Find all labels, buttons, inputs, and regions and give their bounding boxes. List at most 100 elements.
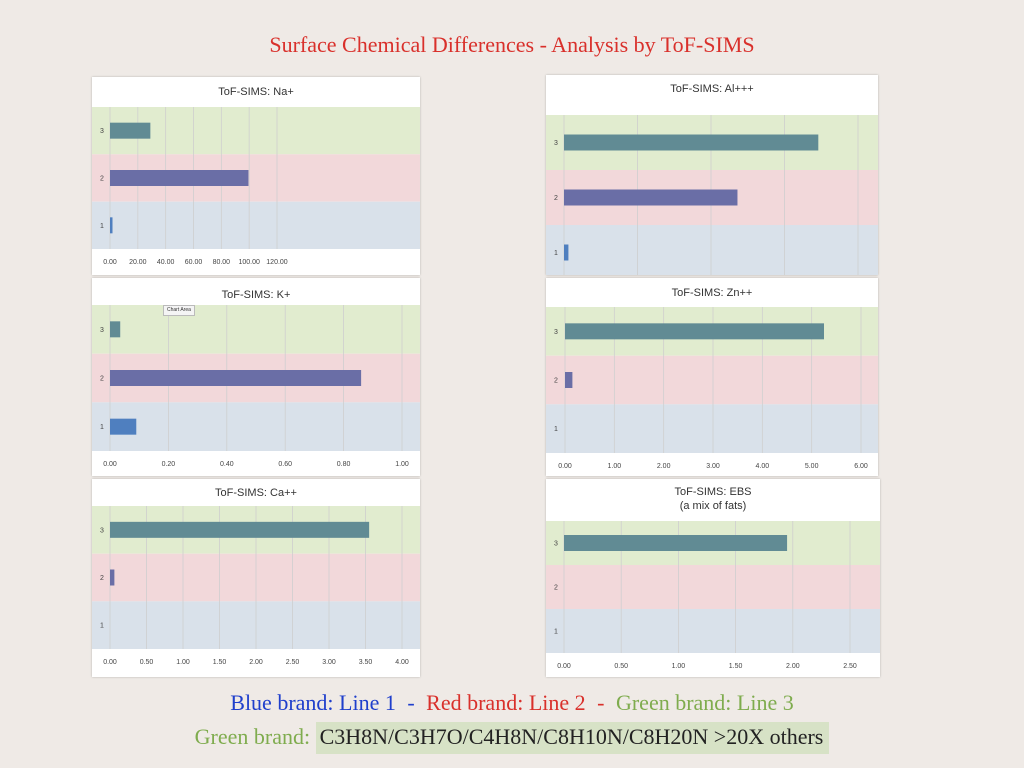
chart-na: 0.00 20.00 40.00 60.00 80.00 100.00 120.00 3 2 1: [92, 107, 420, 266]
x-tick-label: 2.00: [786, 663, 800, 670]
category-label: 3: [554, 140, 558, 147]
chart-panel-ca: ToF-SIMS: Ca++ 0.00 0.50 1.00 1.50 2.00 2.50 3…: [92, 479, 420, 677]
chart-title-na: ToF-SIMS: Na+: [218, 86, 294, 98]
green-brand-label: Green brand: Line 3: [615, 690, 794, 715]
category-label: 3: [554, 541, 558, 548]
bar-line-3: [110, 122, 151, 139]
x-tick-label: 6.00: [854, 463, 868, 470]
chart-ca: 0.00 0.50 1.00 1.50 2.00 2.50 3.00 3.50 4.00 3 2 1: [92, 506, 420, 666]
chart-panel-zn: ToF-SIMS: Zn++ 0.00 1.00 2.00 3.00 4.00 5.00 6…: [546, 278, 878, 476]
x-tick-label: 3.00: [322, 659, 336, 666]
x-tick-label: 120.00: [266, 259, 288, 266]
bar-line-1: [110, 217, 113, 234]
chart-title-ebs: ToF-SIMS: EBS (a mix of fats): [674, 486, 752, 512]
chart-k: 0.00 0.20 0.40 0.60 0.80 1.00 3 2 1: [92, 305, 420, 468]
category-label: 2: [100, 376, 104, 383]
chart-panel-ebs: ToF-SIMS: EBS (a mix of fats) 0.00 0.50 1.…: [546, 479, 880, 677]
band-line-1: [92, 201, 420, 249]
x-tick-label: 1.00: [672, 663, 686, 670]
bar-line-3: [110, 521, 370, 538]
x-tick-label: 5.00: [805, 463, 819, 470]
bar-line-2: [110, 370, 362, 386]
bar-line-3: [565, 323, 824, 340]
bar-line-1: [564, 244, 569, 261]
chart-area-tooltip: Chart Area: [163, 305, 195, 316]
band-line-1: [92, 402, 420, 451]
x-tick-label: 80.00: [213, 259, 231, 266]
x-tick-label: 1.50: [213, 659, 227, 666]
bar-line-3: [564, 535, 788, 551]
x-tick-label: 3.00: [706, 463, 720, 470]
band-line-2: [546, 355, 878, 405]
chart-title-al: ToF-SIMS: Al+++: [670, 83, 754, 95]
x-tick-label: 0.00: [103, 259, 117, 266]
x-tick-label: 2.50: [286, 659, 300, 666]
x-tick-label: 0.00: [103, 659, 117, 666]
slide-title: Surface Chemical Differences - Analysis …: [269, 32, 755, 57]
category-label: 2: [554, 378, 558, 385]
category-label: 3: [554, 329, 558, 336]
category-label: 2: [100, 575, 104, 582]
x-tick-label: 0.60: [278, 461, 292, 468]
category-label: 2: [554, 195, 558, 202]
band-line-1: [546, 609, 880, 653]
category-label: 3: [100, 128, 104, 135]
x-tick-label: 2.00: [249, 659, 263, 666]
chart-panel-na: ToF-SIMS: Na+ 0.00 20.00 40.00 60.00 80.00 10…: [92, 77, 420, 275]
x-tick-label: 1.00: [176, 659, 190, 666]
x-tick-label: 4.00: [395, 659, 409, 666]
category-label: 2: [100, 176, 104, 183]
chart-panel-k: ToF-SIMS: K+ 0.00 0.20 0.40 0.60 0.80 1.00 3 2 1…: [92, 278, 420, 476]
blue-brand-label: Blue brand: Line 1: [230, 690, 396, 715]
x-tick-label: 0.20: [162, 461, 176, 468]
band-line-1: [546, 225, 878, 275]
category-label: 2: [554, 585, 558, 592]
x-tick-label: 100.00: [238, 259, 260, 266]
category-label: 1: [554, 426, 558, 433]
x-tick-label: 20.00: [129, 259, 147, 266]
x-tick-label: 3.50: [359, 659, 373, 666]
bar-line-3: [110, 321, 121, 338]
category-label: 1: [100, 223, 104, 230]
x-tick-label: 4.00: [756, 463, 770, 470]
legend-separator: -: [407, 690, 415, 715]
x-tick-label: 0.00: [103, 461, 117, 468]
band-line-1: [546, 404, 878, 453]
x-tick-label: 2.50: [843, 663, 857, 670]
bar-line-2: [110, 569, 115, 586]
category-label: 1: [100, 623, 104, 630]
x-tick-label: 0.50: [140, 659, 154, 666]
category-label: 1: [554, 629, 558, 636]
green-brand-formulas: Green brand: C3H8N/C3H7O/C4H8N/C8H10N/C8…: [0, 722, 1024, 754]
chart-panel-al: ToF-SIMS: Al+++ 0.005.0010.0015.0020.003…: [546, 75, 878, 275]
formula-highlight: C3H8N/C3H7O/C4H8N/C8H10N/C8H20N >20X oth…: [315, 722, 830, 754]
category-label: 3: [100, 527, 104, 534]
x-tick-label: 1.50: [729, 663, 743, 670]
chart-title-k: ToF-SIMS: K+: [221, 289, 291, 301]
band-line-3: [92, 305, 420, 354]
chart-title-zn: ToF-SIMS: Zn++: [671, 287, 753, 299]
x-tick-label: 2.00: [657, 463, 671, 470]
legend-separator: -: [597, 690, 605, 715]
green-brand-prefix: Green brand:: [194, 724, 311, 749]
band-line-2: [546, 565, 880, 609]
x-tick-label: 0.80: [337, 461, 351, 468]
x-tick-label: 0.40: [220, 461, 234, 468]
x-tick-label: 1.00: [608, 463, 622, 470]
category-label: 1: [554, 250, 558, 257]
x-tick-label: 40.00: [157, 259, 175, 266]
chart-ebs: 0.00 0.50 1.00 1.50 2.00 2.50 3 2 1: [546, 521, 880, 670]
x-tick-label: 0.50: [614, 663, 628, 670]
bar-line-2: [564, 189, 738, 206]
x-tick-label: 1.00: [395, 461, 409, 468]
bar-line-3: [564, 134, 819, 151]
bar-line-2: [565, 372, 573, 388]
category-label: 3: [100, 327, 104, 334]
bar-line-2: [110, 170, 249, 186]
x-tick-label: 0.00: [557, 663, 571, 670]
chart-title-ca: ToF-SIMS: Ca++: [215, 487, 297, 499]
x-tick-label: 60.00: [185, 259, 203, 266]
x-tick-label: 0.00: [558, 463, 572, 470]
category-label: 1: [100, 424, 104, 431]
